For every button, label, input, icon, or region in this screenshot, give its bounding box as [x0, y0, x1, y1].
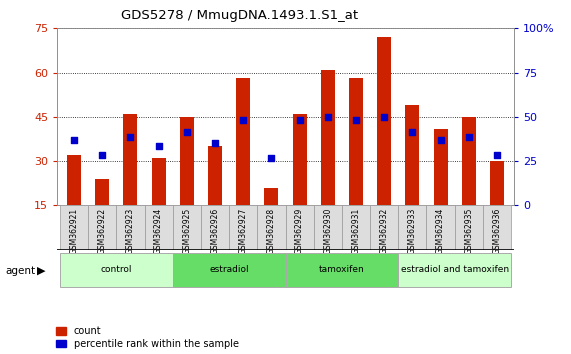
- Point: [154, 143, 163, 149]
- Bar: [490, 161, 504, 250]
- Text: GSM362935: GSM362935: [464, 207, 473, 254]
- Point: [436, 138, 445, 143]
- Point: [351, 117, 360, 122]
- Point: [380, 114, 389, 120]
- Text: GSM362922: GSM362922: [98, 207, 107, 254]
- FancyBboxPatch shape: [88, 205, 116, 250]
- Text: GSM362930: GSM362930: [323, 207, 332, 254]
- Text: GSM362924: GSM362924: [154, 207, 163, 254]
- FancyBboxPatch shape: [172, 205, 201, 250]
- Bar: [95, 179, 109, 250]
- Point: [126, 135, 135, 140]
- Bar: [433, 129, 448, 250]
- Bar: [405, 105, 420, 250]
- FancyBboxPatch shape: [60, 205, 88, 250]
- FancyBboxPatch shape: [60, 253, 172, 287]
- Bar: [180, 117, 194, 250]
- Text: GSM362931: GSM362931: [352, 207, 360, 254]
- Bar: [264, 188, 279, 250]
- Text: GSM362929: GSM362929: [295, 207, 304, 254]
- Text: GSM362933: GSM362933: [408, 207, 417, 254]
- Point: [211, 141, 220, 146]
- FancyBboxPatch shape: [286, 253, 399, 287]
- Legend: count, percentile rank within the sample: count, percentile rank within the sample: [57, 326, 239, 349]
- Bar: [377, 37, 391, 250]
- Text: GSM362927: GSM362927: [239, 207, 248, 254]
- Point: [408, 129, 417, 135]
- Bar: [292, 114, 307, 250]
- Text: GDS5278 / MmugDNA.1493.1.S1_at: GDS5278 / MmugDNA.1493.1.S1_at: [121, 9, 359, 22]
- Bar: [349, 79, 363, 250]
- FancyBboxPatch shape: [201, 205, 229, 250]
- Bar: [208, 146, 222, 250]
- Bar: [151, 158, 166, 250]
- FancyBboxPatch shape: [399, 205, 427, 250]
- Bar: [321, 70, 335, 250]
- Text: control: control: [100, 265, 132, 274]
- Point: [464, 135, 473, 140]
- Bar: [67, 155, 81, 250]
- Point: [182, 129, 191, 135]
- Text: estradiol and tamoxifen: estradiol and tamoxifen: [401, 265, 509, 274]
- Point: [70, 138, 79, 143]
- FancyBboxPatch shape: [229, 205, 258, 250]
- FancyBboxPatch shape: [455, 205, 483, 250]
- FancyBboxPatch shape: [258, 205, 286, 250]
- Text: GSM362934: GSM362934: [436, 207, 445, 254]
- Point: [295, 117, 304, 122]
- Text: GSM362925: GSM362925: [182, 207, 191, 254]
- Text: tamoxifen: tamoxifen: [319, 265, 365, 274]
- FancyBboxPatch shape: [342, 205, 370, 250]
- Point: [98, 152, 107, 158]
- Text: GSM362921: GSM362921: [70, 207, 79, 254]
- FancyBboxPatch shape: [483, 205, 511, 250]
- Bar: [462, 117, 476, 250]
- Text: GSM362923: GSM362923: [126, 207, 135, 254]
- Text: agent: agent: [6, 266, 36, 276]
- Text: GSM362926: GSM362926: [211, 207, 219, 254]
- Bar: [123, 114, 138, 250]
- Point: [239, 117, 248, 122]
- Text: GSM362932: GSM362932: [380, 207, 389, 254]
- Point: [323, 114, 332, 120]
- FancyBboxPatch shape: [399, 253, 511, 287]
- Text: ▶: ▶: [37, 266, 45, 276]
- Text: GSM362928: GSM362928: [267, 207, 276, 254]
- Point: [492, 152, 501, 158]
- Bar: [236, 79, 250, 250]
- FancyBboxPatch shape: [286, 205, 313, 250]
- Text: GSM362936: GSM362936: [492, 207, 501, 254]
- FancyBboxPatch shape: [144, 205, 172, 250]
- FancyBboxPatch shape: [427, 205, 455, 250]
- Point: [267, 155, 276, 161]
- Text: estradiol: estradiol: [210, 265, 249, 274]
- FancyBboxPatch shape: [116, 205, 144, 250]
- FancyBboxPatch shape: [172, 253, 286, 287]
- FancyBboxPatch shape: [313, 205, 342, 250]
- FancyBboxPatch shape: [370, 205, 399, 250]
